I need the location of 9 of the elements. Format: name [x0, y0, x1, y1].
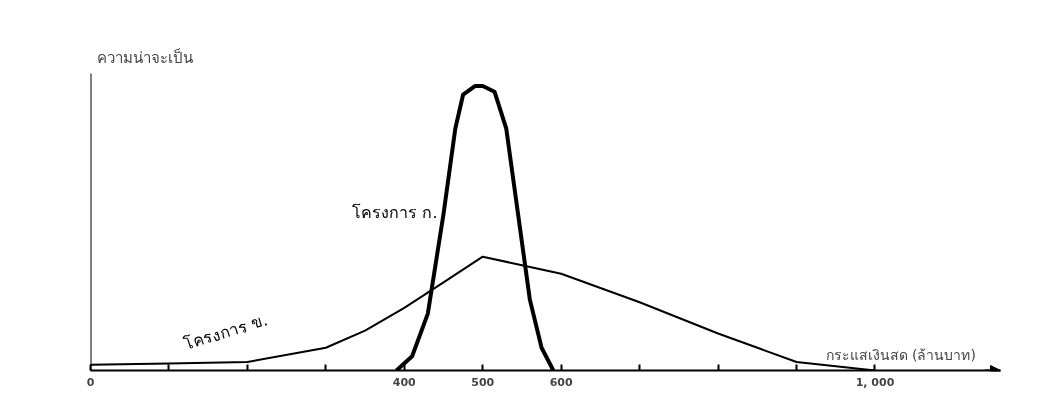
- y-axis-title: ความน่าจะเป็น: [96, 47, 193, 67]
- x-axis-title: กระแสเงินสด (ล้านบาท): [825, 346, 976, 363]
- x-tick-label: 400: [392, 375, 417, 389]
- x-tick-label: 0: [86, 375, 95, 389]
- x-tick-label: 600: [549, 375, 574, 389]
- x-tick-label: 500: [471, 375, 495, 389]
- x-tick-label: 1, 000: [855, 375, 895, 389]
- text: โครงการ ข.: [181, 310, 270, 354]
- series-label: โครงการ ก.: [352, 203, 438, 223]
